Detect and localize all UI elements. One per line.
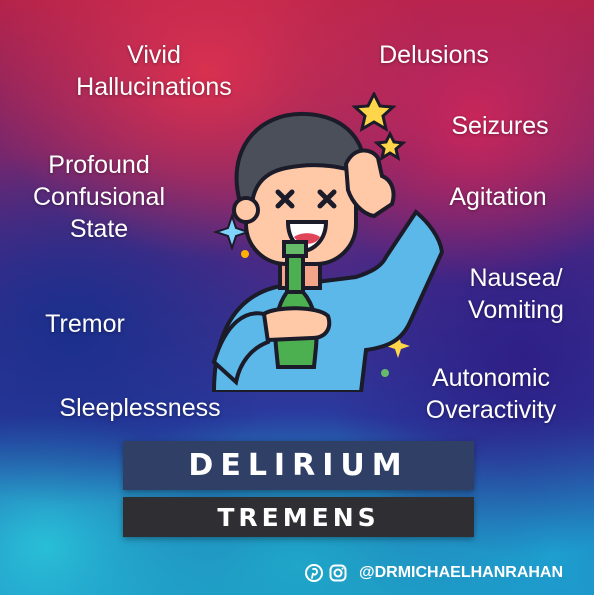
symptom-sleeplessness: Sleeplessness <box>46 392 234 424</box>
symptom-autonomic-overactivity: Autonomic Overactivity <box>410 362 572 426</box>
symptom-line: Agitation <box>449 183 547 211</box>
symptom-delusions: Delusions <box>364 39 504 71</box>
symptom-line: Vivid <box>127 41 181 69</box>
social-handle[interactable]: @DRMICHAELHANRAHAN <box>359 564 564 581</box>
subtitle-banner: TREMENS <box>123 497 474 537</box>
symptom-line: Tremor <box>45 310 125 338</box>
intoxicated-man-illustration <box>211 92 445 392</box>
instagram-icon[interactable] <box>329 564 347 582</box>
symptom-line: Profound <box>48 151 150 179</box>
symptom-vivid-hallucinations: Vivid Hallucinations <box>56 39 252 103</box>
symptom-line: Overactivity <box>425 396 557 424</box>
dot-icon <box>241 250 249 258</box>
symptom-seizures: Seizures <box>440 110 560 142</box>
subtitle-text: TREMENS <box>217 502 380 532</box>
shirt <box>211 209 445 392</box>
symptom-line: Vomiting <box>468 296 564 324</box>
left-arm <box>211 311 271 386</box>
symptom-line: State <box>69 215 129 243</box>
symptom-line: Autonomic <box>431 364 551 392</box>
title-banner: DELIRIUM <box>123 441 474 490</box>
symptom-line: Seizures <box>451 112 549 140</box>
footer-credit: @DRMICHAELHANRAHAN <box>305 562 563 584</box>
dot-icon <box>381 369 389 377</box>
symptom-line: Confusional <box>32 183 166 211</box>
bottle-hand <box>257 306 332 343</box>
star-icon <box>351 92 397 133</box>
sparkle-icon <box>386 334 410 358</box>
symptom-line: Delusions <box>379 41 489 69</box>
raised-hand <box>343 148 396 219</box>
pinterest-icon[interactable] <box>305 564 323 582</box>
symptom-profound-confusional-state: Profound Confusional State <box>16 149 182 245</box>
symptom-line: Sleeplessness <box>59 394 221 422</box>
x-eyes <box>275 189 337 209</box>
star-icon <box>373 130 407 162</box>
symptom-agitation: Agitation <box>432 181 564 213</box>
symptom-nausea-vomiting: Nausea/ Vomiting <box>452 262 580 326</box>
sparkle-icon <box>212 212 252 252</box>
symptom-line: Hallucinations <box>76 73 232 101</box>
symptom-tremor: Tremor <box>30 308 140 340</box>
symptom-line: Nausea/ <box>469 264 563 292</box>
title-text: DELIRIUM <box>188 448 409 483</box>
